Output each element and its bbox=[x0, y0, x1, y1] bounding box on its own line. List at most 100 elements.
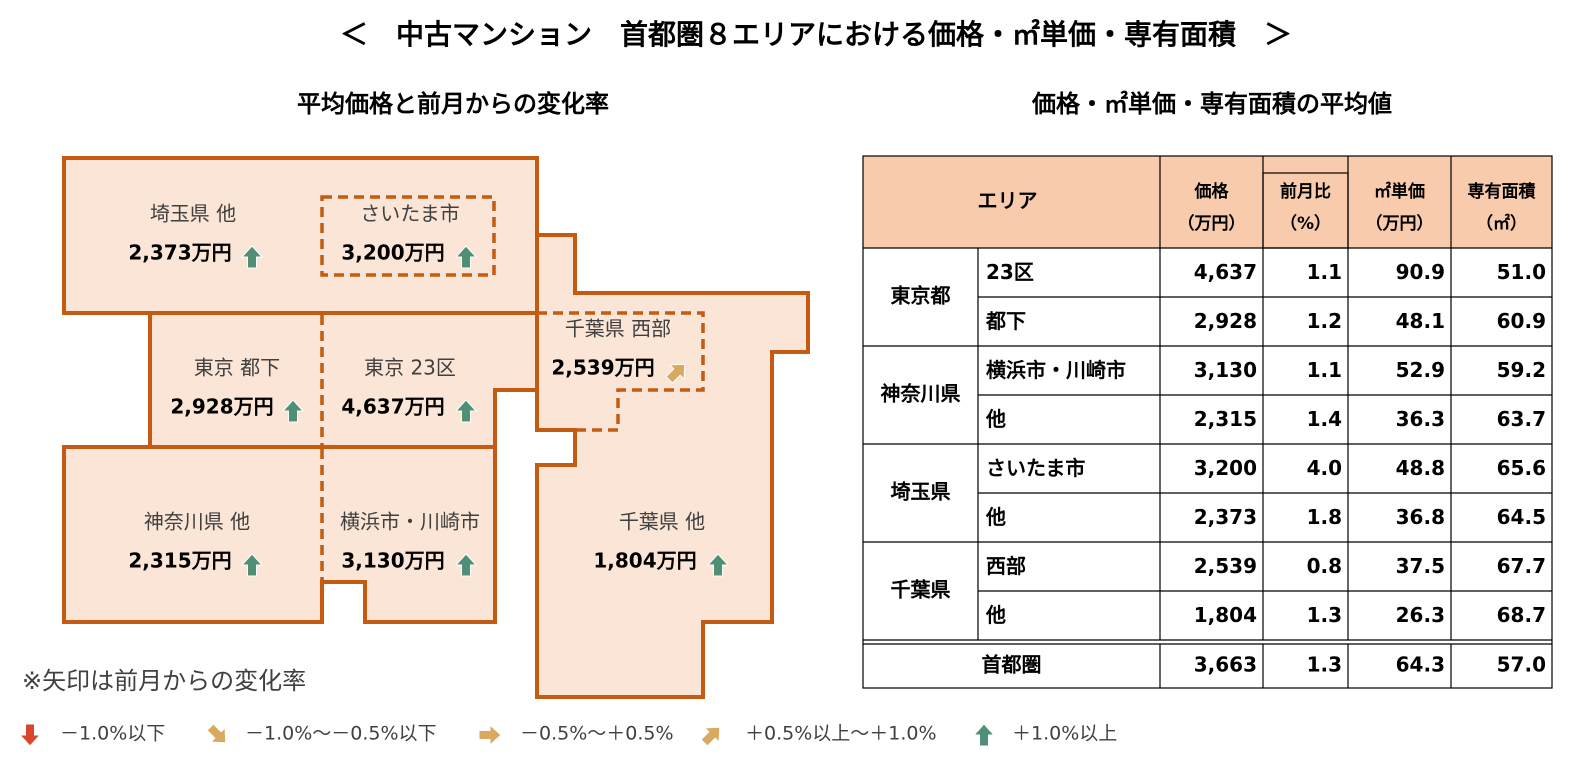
trend-arrow bbox=[972, 723, 996, 747]
trend-arrow bbox=[478, 723, 502, 747]
legend-label: －0.5%～＋0.5% bbox=[520, 723, 674, 745]
table-cell: 37.5 bbox=[1396, 554, 1445, 578]
map-title: 平均価格と前月からの変化率 bbox=[297, 90, 609, 118]
area-name: 他 bbox=[985, 603, 1006, 627]
trend-arrow bbox=[240, 245, 264, 269]
area-name: 他 bbox=[985, 505, 1006, 529]
table-cell: 1.1 bbox=[1307, 358, 1342, 382]
table-cell: 2,315 bbox=[1194, 407, 1257, 431]
table-cell: 3,663 bbox=[1194, 653, 1257, 677]
table-cell: 0.8 bbox=[1307, 554, 1342, 578]
trend-arrow bbox=[281, 399, 305, 423]
trend-arrow bbox=[240, 553, 264, 577]
header-unit: （万円） bbox=[1366, 213, 1434, 234]
trend-arrow bbox=[700, 726, 721, 747]
table-cell: 2,539 bbox=[1194, 554, 1257, 578]
table-cell: 26.3 bbox=[1396, 603, 1445, 627]
area-price: 4,637万円 bbox=[341, 395, 444, 419]
trend-arrow bbox=[206, 723, 227, 744]
table-cell: 2,928 bbox=[1194, 309, 1257, 333]
area-name: さいたま市 bbox=[986, 456, 1085, 480]
header-bg bbox=[863, 156, 1552, 248]
area-price: 2,315万円 bbox=[128, 549, 231, 573]
table-cell: 52.9 bbox=[1396, 358, 1445, 382]
tokyo-shape bbox=[148, 311, 539, 449]
area-name: 他 bbox=[985, 407, 1006, 431]
trend-arrow bbox=[706, 553, 730, 577]
area-price: 3,130万円 bbox=[341, 549, 444, 573]
area-name: 横浜市・川崎市 bbox=[986, 358, 1126, 382]
area-label: 神奈川県 他 bbox=[144, 510, 250, 534]
table: エリア 価格 （万円） 前月比 （%） ㎡単価 （万円） 専有面積 （㎡） 東京都 23区 4,637… bbox=[862, 155, 1553, 689]
table-cell: 60.9 bbox=[1497, 309, 1546, 333]
map bbox=[62, 156, 810, 699]
table-cell: 63.7 bbox=[1497, 407, 1546, 431]
group-name: 埼玉県 bbox=[891, 480, 951, 504]
area-label: 千葉県 他 bbox=[619, 510, 705, 534]
table-cell: 64.3 bbox=[1396, 653, 1445, 677]
chiba-shape bbox=[535, 233, 810, 699]
table-cell: 65.6 bbox=[1497, 456, 1546, 480]
saitama-shape bbox=[62, 156, 539, 315]
table-cell: 1,804 bbox=[1194, 603, 1257, 627]
table-cell: 4,637 bbox=[1194, 260, 1257, 284]
page-title: ＜ 中古マンション 首都圏８エリアにおける価格・㎡単価・専有面積 ＞ bbox=[340, 18, 1292, 51]
table-title: 価格・㎡単価・専有面積の平均値 bbox=[1031, 90, 1392, 118]
area-label: 埼玉県 他 bbox=[150, 202, 236, 226]
area-label: さいたま市 bbox=[360, 202, 459, 226]
area-price: 1,804万円 bbox=[593, 549, 696, 573]
table-cell: 1.1 bbox=[1307, 260, 1342, 284]
table-cell: 48.8 bbox=[1396, 456, 1445, 480]
table-cell: 64.5 bbox=[1497, 505, 1546, 529]
area-price: 2,373万円 bbox=[128, 241, 231, 265]
area-price: 3,200万円 bbox=[341, 241, 444, 265]
area-price: 2,928万円 bbox=[170, 395, 273, 419]
table-cell: 1.4 bbox=[1307, 407, 1342, 431]
saitama-city-outline bbox=[320, 195, 496, 277]
legend-label: ＋1.0%以上 bbox=[1012, 723, 1117, 745]
table-cell: 3,130 bbox=[1194, 358, 1257, 382]
group-name: 千葉県 bbox=[891, 578, 951, 602]
table-border bbox=[862, 155, 1553, 689]
header-unit: （㎡） bbox=[1476, 213, 1527, 234]
kanagawa-shape bbox=[62, 445, 497, 624]
trend-arrow bbox=[454, 399, 478, 423]
table-cell: 1.2 bbox=[1307, 309, 1342, 333]
table-cell: 57.0 bbox=[1497, 653, 1546, 677]
table-cell: 90.9 bbox=[1396, 260, 1445, 284]
header-label: 価格 bbox=[1194, 181, 1230, 202]
table-cell: 36.3 bbox=[1396, 407, 1445, 431]
note: ※矢印は前月からの変化率 bbox=[22, 667, 306, 695]
area-label: 千葉県 西部 bbox=[565, 317, 671, 341]
table-cell: 1.3 bbox=[1307, 653, 1342, 677]
legend-label: －1.0%以下 bbox=[60, 723, 165, 745]
header-unit: （万円） bbox=[1178, 213, 1246, 234]
area-name: 西部 bbox=[986, 554, 1026, 578]
table-cell: 3,200 bbox=[1194, 456, 1257, 480]
table-cell: 1.8 bbox=[1307, 505, 1342, 529]
table-cell: 59.2 bbox=[1497, 358, 1546, 382]
trend-arrow bbox=[454, 553, 478, 577]
table-cell: 67.7 bbox=[1497, 554, 1546, 578]
table-cell: 68.7 bbox=[1497, 603, 1546, 627]
group-name: 東京都 bbox=[891, 284, 951, 308]
header-label: 専有面積 bbox=[1468, 181, 1537, 202]
area-label: 東京 23区 bbox=[364, 356, 456, 380]
area-price: 2,539万円 bbox=[551, 356, 654, 380]
area-name: 23区 bbox=[986, 260, 1034, 284]
area-label: 東京 都下 bbox=[194, 356, 280, 380]
header-label: エリア bbox=[978, 189, 1038, 213]
trend-arrow bbox=[665, 363, 686, 384]
legend-label: ＋0.5%以上～＋1.0% bbox=[745, 723, 937, 745]
table-cell: 36.8 bbox=[1396, 505, 1445, 529]
total-name: 首都圏 bbox=[982, 653, 1042, 677]
table-cell: 4.0 bbox=[1307, 456, 1342, 480]
header-label: ㎡単価 bbox=[1374, 181, 1425, 202]
table-cell: 51.0 bbox=[1497, 260, 1546, 284]
trend-arrow bbox=[18, 723, 42, 747]
legend-label: －1.0%～－0.5%以下 bbox=[245, 723, 437, 745]
header-unit: （%） bbox=[1280, 213, 1331, 234]
area-name: 都下 bbox=[985, 309, 1026, 333]
table-cell: 48.1 bbox=[1396, 309, 1445, 333]
